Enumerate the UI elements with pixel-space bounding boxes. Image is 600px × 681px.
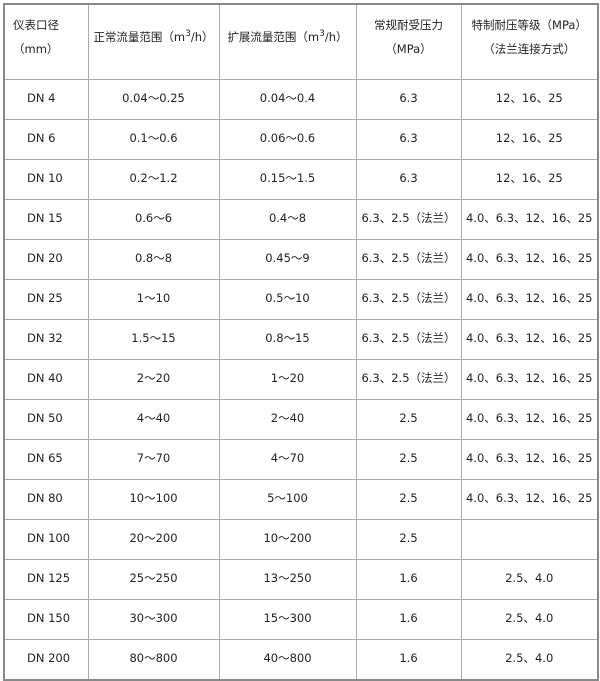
cell-normal-flow: 7～70 [87,439,220,480]
cell-normal-flow: 10～100 [87,479,220,520]
cell-extended-flow: 1～20 [218,359,357,400]
cell-special-pressure: 2.5、4.0 [460,559,599,600]
cell-normal-pressure: 6.3、2.5（法兰） [355,279,462,320]
cell-extended-flow: 0.8～15 [218,319,357,360]
table-row: DN 20 0.8～8 0.45～9 6.3、2.5（法兰） 4.0、6.3、12、16… [3,239,599,280]
cell-extended-flow: 0.5～10 [218,279,357,320]
cell-normal-flow: 30～300 [87,599,220,640]
cell-diameter: DN 100 [3,519,89,560]
cell-special-pressure: 4.0、6.3、12、16、25 [460,439,599,480]
header-row: 仪表口径（mm） 正常流量范围（m3/h） 扩展流量范围（m3/h） 常规耐受压… [3,3,599,80]
cell-extended-flow: 2～40 [218,399,357,440]
cell-normal-flow: 1.5～15 [87,319,220,360]
cell-normal-flow: 4～40 [87,399,220,440]
cell-special-pressure [460,519,599,560]
header-text: 扩展流量范围（m [227,30,320,44]
cell-diameter: DN 40 [3,359,89,400]
cell-normal-pressure: 2.5 [355,399,462,440]
cell-special-pressure: 4.0、6.3、12、16、25 [460,479,599,520]
cell-special-pressure: 12、16、25 [460,159,599,200]
cell-normal-pressure: 6.3 [355,79,462,120]
cell-diameter: DN 6 [3,119,89,160]
cell-special-pressure: 4.0、6.3、12、16、25 [460,239,599,280]
cell-normal-flow: 0.04～0.25 [87,79,220,120]
cell-extended-flow: 13～250 [218,559,357,600]
cell-diameter: DN 25 [3,279,89,320]
flow-spec-table: 仪表口径（mm） 正常流量范围（m3/h） 扩展流量范围（m3/h） 常规耐受压… [3,3,599,681]
cell-extended-flow: 15～300 [218,599,357,640]
cell-normal-flow: 0.6～6 [87,199,220,240]
table-row: DN 40 2～20 1～20 6.3、2.5（法兰） 4.0、6.3、12、16、25 [3,359,599,400]
unit-superscript: 3 [319,29,325,40]
cell-normal-pressure: 6.3、2.5（法兰） [355,319,462,360]
unit-tail: /h） [190,30,214,44]
cell-extended-flow: 0.06～0.6 [218,119,357,160]
header-special-pressure: 特制耐压等级（MPa）（法兰连接方式） [460,3,599,80]
cell-diameter: DN 65 [3,439,89,480]
unit-superscript: 3 [185,29,191,40]
cell-special-pressure: 2.5、4.0 [460,599,599,640]
table-row: DN 32 1.5～15 0.8～15 6.3、2.5（法兰） 4.0、6.3、12、1… [3,319,599,360]
cell-extended-flow: 10～200 [218,519,357,560]
cell-diameter: DN 15 [3,199,89,240]
cell-normal-pressure: 6.3、2.5（法兰） [355,359,462,400]
cell-special-pressure: 12、16、25 [460,119,599,160]
header-normal-flow: 正常流量范围（m3/h） [87,3,220,80]
cell-extended-flow: 5～100 [218,479,357,520]
cell-diameter: DN 125 [3,559,89,600]
cell-normal-pressure: 6.3、2.5（法兰） [355,239,462,280]
cell-normal-flow: 0.8～8 [87,239,220,280]
cell-special-pressure: 4.0、6.3、12、16、25 [460,399,599,440]
cell-diameter: DN 50 [3,399,89,440]
cell-extended-flow: 0.15～1.5 [218,159,357,200]
cell-special-pressure: 4.0、6.3、12、16、25 [460,279,599,320]
cell-normal-flow: 0.2～1.2 [87,159,220,200]
cell-extended-flow: 0.04～0.4 [218,79,357,120]
table-row: DN 80 10～100 5～100 2.5 4.0、6.3、12、16、25 [3,479,599,520]
cell-normal-flow: 1～10 [87,279,220,320]
header-extended-flow: 扩展流量范围（m3/h） [218,3,357,80]
table-row: DN 125 25～250 13～250 1.6 2.5、4.0 [3,559,599,600]
table-row: DN 100 20～200 10～200 2.5 [3,519,599,560]
cell-normal-flow: 0.1～0.6 [87,119,220,160]
cell-special-pressure: 4.0、6.3、12、16、25 [460,319,599,360]
cell-normal-pressure: 2.5 [355,519,462,560]
cell-normal-pressure: 6.3 [355,159,462,200]
cell-normal-flow: 20～200 [87,519,220,560]
cell-extended-flow: 4～70 [218,439,357,480]
table-row: DN 6 0.1～0.6 0.06～0.6 6.3 12、16、25 [3,119,599,160]
cell-special-pressure: 12、16、25 [460,79,599,120]
cell-normal-flow: 2～20 [87,359,220,400]
header-diameter: 仪表口径（mm） [3,3,89,80]
table-row: DN 4 0.04～0.25 0.04～0.4 6.3 12、16、25 [3,79,599,120]
cell-normal-pressure: 2.5 [355,479,462,520]
cell-special-pressure: 4.0、6.3、12、16、25 [460,359,599,400]
cell-extended-flow: 0.4～8 [218,199,357,240]
cell-diameter: DN 150 [3,599,89,640]
cell-diameter: DN 4 [3,79,89,120]
table-row: DN 10 0.2～1.2 0.15～1.5 6.3 12、16、25 [3,159,599,200]
cell-special-pressure: 4.0、6.3、12、16、25 [460,199,599,240]
cell-normal-flow: 25～250 [87,559,220,600]
table-row: DN 150 30～300 15～300 1.6 2.5、4.0 [3,599,599,640]
cell-diameter: DN 20 [3,239,89,280]
unit-tail: /h） [324,30,348,44]
cell-diameter: DN 32 [3,319,89,360]
cell-diameter: DN 80 [3,479,89,520]
cell-normal-pressure: 1.6 [355,559,462,600]
table-row: DN 25 1～10 0.5～10 6.3、2.5（法兰） 4.0、6.3、12、16、… [3,279,599,320]
cell-diameter: DN 10 [3,159,89,200]
table-row: DN 50 4～40 2～40 2.5 4.0、6.3、12、16、25 [3,399,599,440]
cell-extended-flow: 0.45～9 [218,239,357,280]
cell-normal-pressure: 6.3、2.5（法兰） [355,199,462,240]
cell-normal-pressure: 2.5 [355,439,462,480]
header-normal-pressure: 常规耐受压力（MPa） [355,3,462,80]
cell-normal-pressure: 1.6 [355,599,462,640]
header-text: 正常流量范围（m [93,30,186,44]
cell-normal-pressure: 6.3 [355,119,462,160]
table-row: DN 15 0.6～6 0.4～8 6.3、2.5（法兰） 4.0、6.3、12、16、… [3,199,599,240]
table-row: DN 65 7～70 4～70 2.5 4.0、6.3、12、16、25 [3,439,599,480]
